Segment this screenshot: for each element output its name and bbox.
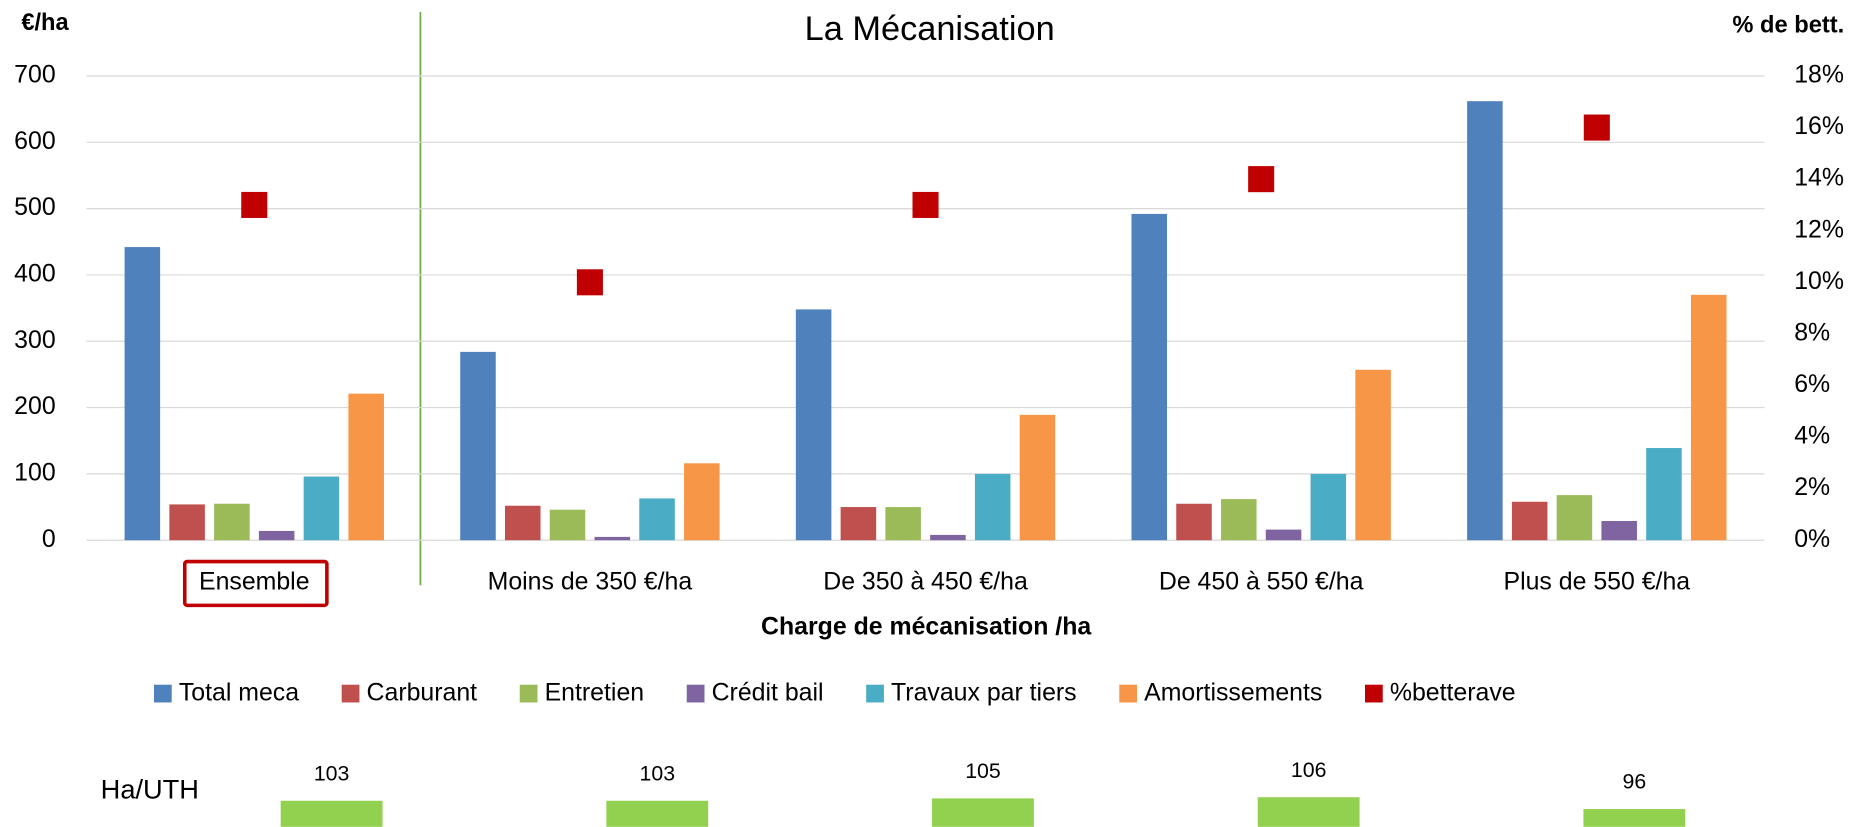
bar [606, 800, 709, 827]
bar [549, 509, 586, 541]
legend-label: Amortissements [1144, 679, 1322, 707]
bar [594, 536, 631, 541]
marker [1583, 114, 1610, 141]
y-axis-label: €/ha [21, 10, 69, 36]
bar [1176, 503, 1212, 541]
sub-chart-title: Ha/UTH [101, 773, 199, 804]
y-tick-label: 300 [14, 326, 55, 354]
bar [460, 351, 496, 541]
x-axis-label: Charge de mécanisation /ha [761, 612, 1091, 640]
y2-axis-label: % de bett. [1732, 12, 1844, 38]
y2-tick-label: 14% [1794, 164, 1844, 192]
y-tick-label: 600 [14, 127, 55, 155]
marker [241, 191, 268, 218]
marker [576, 269, 603, 296]
y-tick-label: 400 [14, 259, 55, 287]
bar [1583, 809, 1686, 827]
bar [974, 473, 1011, 541]
bar [169, 504, 205, 541]
y-tick-label: 200 [14, 392, 55, 420]
legend-swatch [341, 684, 360, 703]
bar [885, 507, 921, 541]
bar [684, 463, 720, 541]
x-tick-label: Moins de 350 €/ha [488, 567, 693, 595]
legend-label: Total meca [179, 679, 299, 707]
legend-swatch [686, 684, 705, 703]
bar [795, 309, 832, 541]
y2-tick-label: 2% [1794, 473, 1830, 501]
x-tick-label: De 350 à 450 €/ha [823, 567, 1028, 595]
x-tick-label: Plus de 550 €/ha [1504, 567, 1691, 595]
bar [1690, 294, 1727, 541]
bar [504, 505, 541, 541]
bar [1019, 414, 1056, 541]
bar [280, 800, 383, 827]
data-label: 103 [314, 761, 350, 785]
bar [1556, 495, 1593, 541]
bar [1221, 499, 1257, 541]
bar [1310, 473, 1347, 541]
marker [1248, 166, 1275, 193]
y-tick-label: 0 [42, 525, 56, 553]
legend-label: Crédit bail [712, 679, 824, 707]
data-label: 105 [965, 759, 1001, 783]
bar [840, 507, 877, 541]
bar [1257, 797, 1360, 827]
bar [1601, 520, 1637, 541]
y2-tick-label: 8% [1794, 318, 1830, 346]
highlight-box [182, 559, 329, 608]
marker [912, 191, 939, 218]
legend-label: %betterave [1390, 679, 1516, 707]
y2-tick-label: 18% [1794, 61, 1844, 89]
y-tick-label: 700 [14, 61, 55, 89]
bar [639, 498, 675, 541]
y2-tick-label: 4% [1794, 422, 1830, 450]
legend-label: Carburant [367, 679, 478, 707]
legend-label: Entretien [545, 679, 645, 707]
y2-tick-label: 12% [1794, 215, 1844, 243]
bar [1355, 369, 1391, 541]
y2-tick-label: 10% [1794, 267, 1844, 295]
legend-swatch [153, 684, 172, 703]
bar [214, 503, 250, 541]
bar [303, 476, 340, 541]
y2-tick-label: 16% [1794, 112, 1844, 140]
bar [930, 534, 966, 541]
bar [124, 247, 161, 541]
legend-swatch [519, 684, 538, 703]
legend-swatch [1119, 684, 1138, 703]
legend-swatch [866, 684, 884, 703]
x-tick-label: De 450 à 550 €/ha [1159, 567, 1364, 595]
y-tick-label: 100 [14, 458, 55, 486]
x-tick-label: Ensemble [199, 567, 310, 595]
legend-label: Travaux par tiers [891, 679, 1077, 707]
bar [1467, 101, 1503, 541]
y-tick-label: 500 [14, 193, 55, 221]
y2-tick-label: 6% [1794, 370, 1830, 398]
data-label: 106 [1291, 758, 1327, 782]
bar [1131, 213, 1168, 541]
bar [348, 393, 384, 541]
bar [1511, 501, 1548, 541]
data-label: 96 [1622, 770, 1646, 794]
data-label: 103 [640, 761, 676, 785]
bar [1646, 448, 1682, 541]
chart-title: La Mécanisation [805, 10, 1055, 48]
bar [932, 798, 1034, 827]
y2-tick-label: 0% [1794, 525, 1830, 553]
bar [258, 530, 295, 541]
legend-swatch [1364, 684, 1383, 703]
bar [1265, 529, 1302, 541]
